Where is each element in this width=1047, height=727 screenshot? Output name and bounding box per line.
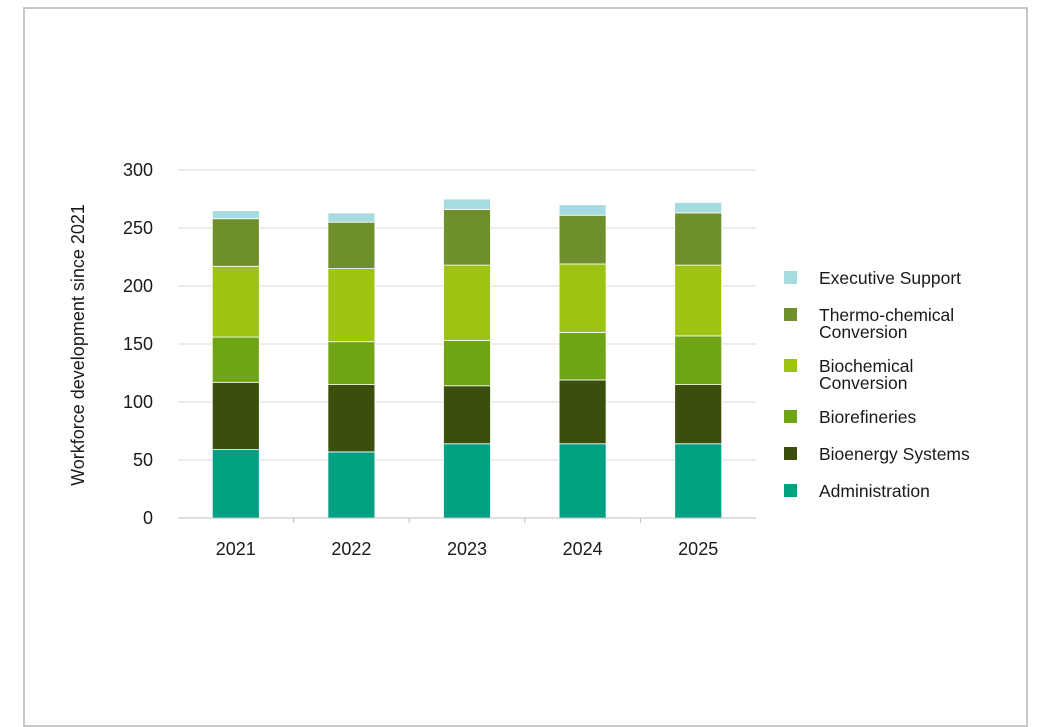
y-tick-label: 250 (123, 218, 153, 238)
legend-swatch (784, 484, 797, 497)
y-tick-label: 150 (123, 334, 153, 354)
bar-segment (211, 336, 260, 383)
bar-segment (674, 384, 723, 445)
bar-segment (674, 202, 723, 214)
bar-segment (211, 218, 260, 267)
legend-label: Executive Support (819, 268, 961, 288)
legend-swatch (784, 271, 797, 284)
bar-segment (443, 209, 491, 266)
chart-frame (23, 7, 1028, 727)
y-tick-label: 300 (123, 160, 153, 180)
legend-label: Administration (819, 481, 930, 501)
bar-segment (558, 443, 607, 519)
y-tick-label: 100 (123, 392, 153, 412)
bar-segment (558, 263, 607, 333)
bar-segment (558, 379, 607, 445)
y-axis-label: Workforce development since 2021 (68, 204, 88, 486)
bar-segment (443, 340, 491, 387)
y-tick-label: 200 (123, 276, 153, 296)
legend: Executive Support Thermo-chemical Conversi… (784, 268, 970, 501)
bar-segment (443, 264, 491, 341)
legend-swatch (784, 359, 797, 372)
bar-segment (674, 212, 723, 266)
bars (211, 198, 723, 519)
bar-segment (327, 451, 376, 519)
bar-segment (211, 381, 260, 450)
legend-label: Biochemical Conversion (819, 356, 913, 393)
bar-segment (558, 214, 607, 265)
bar-segment (327, 341, 376, 385)
bar-segment (211, 449, 260, 519)
x-tick-label: 2024 (563, 539, 603, 559)
bar-segment (327, 268, 376, 343)
bar-segment (674, 335, 723, 386)
stacked-bar-chart: 0 50 100 150 200 250 300 2021 2022 2023 2024 2025 W… (68, 160, 970, 559)
bar-segment (327, 384, 376, 453)
bar-segment (558, 204, 607, 216)
x-tick-label: 2022 (331, 539, 371, 559)
x-tick-label: 2023 (447, 539, 487, 559)
axes: 0 50 100 150 200 250 300 2021 2022 2023 2024 2025 (123, 160, 756, 559)
bar-segment (327, 212, 376, 223)
y-tick-label: 0 (143, 508, 153, 528)
bar-segment (558, 331, 607, 381)
bar-segment (674, 443, 723, 519)
legend-swatch (784, 447, 797, 460)
legend-label: Biorefineries (819, 407, 917, 427)
legend-swatch (784, 410, 797, 423)
bar-segment (443, 385, 491, 445)
x-tick-label: 2021 (216, 539, 256, 559)
legend-swatch (784, 308, 797, 321)
x-tick-label: 2025 (678, 539, 718, 559)
bar-segment (443, 198, 491, 210)
bar-segment (211, 210, 260, 220)
bar-segment (211, 265, 260, 338)
y-tick-label: 50 (133, 450, 153, 470)
legend-label: Thermo-chemical Conversion (819, 305, 954, 342)
bar-segment (674, 264, 723, 337)
bar-segment (327, 221, 376, 269)
bar-segment (443, 443, 491, 519)
legend-label: Bioenergy Systems (819, 444, 970, 464)
